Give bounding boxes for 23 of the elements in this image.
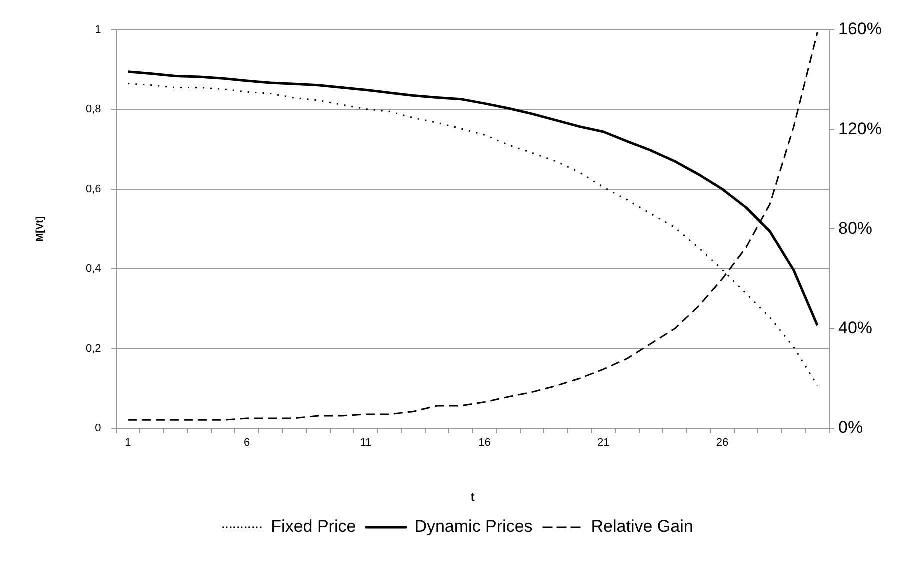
y-axis-title: M[Vt] (34, 216, 46, 242)
y2-tick-label: 80% (838, 218, 873, 238)
x-tick-label: 6 (244, 437, 250, 450)
line-series (127, 32, 818, 421)
y-tick-label: 0 (95, 422, 102, 434)
y2-tick-label: 160% (838, 20, 882, 39)
y-tick-label: 0,8 (86, 104, 102, 116)
x-axis-title: t (470, 490, 475, 504)
y-tick-label: 0,6 (86, 183, 102, 196)
x-tick-label: 21 (598, 437, 610, 450)
legend-label: Dynamic Prices (414, 517, 533, 536)
y2-tick-label: 0% (838, 418, 864, 438)
y2-tick-label: 40% (838, 318, 873, 338)
x-tick-label: 11 (360, 437, 372, 450)
x-tick-label: 16 (478, 437, 491, 450)
y-tick-label: 0,2 (86, 342, 102, 355)
y-tick-label: 0,4 (86, 263, 102, 276)
y-tick-label: 1 (95, 24, 102, 36)
legend-label: Fixed Price (271, 517, 356, 536)
x-tick-label: 1 (125, 437, 132, 450)
x-tick-label: 26 (716, 437, 729, 450)
legend-label: Relative Gain (591, 517, 694, 536)
y2-tick-label: 120% (838, 119, 882, 138)
